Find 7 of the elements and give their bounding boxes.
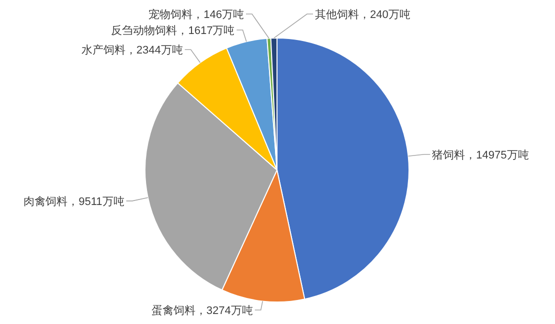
slice-label: 猪饲料，14975万吨 [432, 148, 529, 162]
slice-label: 宠物饲料，146万吨 [148, 8, 244, 21]
slice-label: 水产饲料，2344万吨 [81, 44, 183, 57]
slice-label: 蛋禽饲料，3274万吨 [151, 304, 253, 317]
slice-label: 反刍动物饲料，1617万吨 [111, 24, 235, 37]
slice-label: 其他饲料，240万吨 [315, 8, 410, 21]
slice-label: 肉禽饲料，9511万吨 [24, 194, 124, 208]
